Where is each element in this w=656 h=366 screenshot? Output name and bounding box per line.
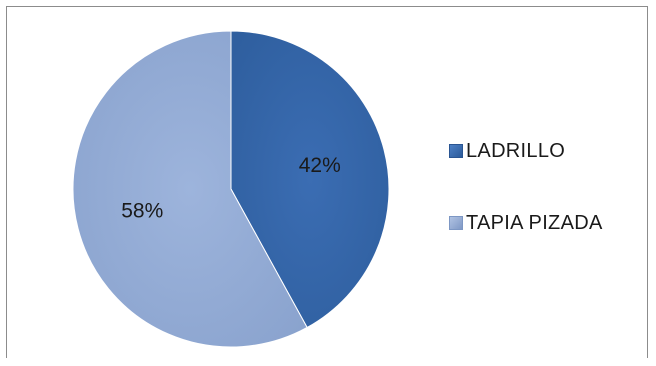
pie-label-tapia-pizada: 58% (121, 199, 163, 222)
legend-label-ladrillo: LADRILLO (466, 139, 566, 162)
legend-swatch-tapia-pizada (449, 216, 463, 230)
pie-label-ladrillo: 42% (299, 154, 341, 177)
pie-slice-ladrillo (230, 30, 390, 329)
legend-item-ladrillo: LADRILLO (449, 135, 603, 167)
legend-label-tapia-pizada: TAPIA PIZADA (466, 211, 603, 234)
legend: LADRILLO TAPIA PIZADA (449, 135, 603, 279)
pie-chart: 42% 58% (72, 30, 390, 348)
pie-slice-tapia-pizada (72, 30, 308, 348)
legend-swatch-ladrillo (449, 144, 463, 158)
chart-frame: 42% 58% LADRILLO TAPIA PIZADA (6, 6, 648, 358)
legend-item-tapia-pizada: TAPIA PIZADA (449, 207, 603, 239)
